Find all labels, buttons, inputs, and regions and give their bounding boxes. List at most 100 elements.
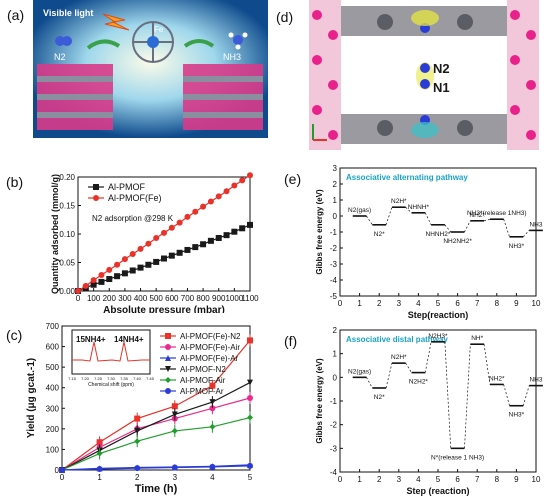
panel-label: (f) xyxy=(284,333,297,349)
state-label: NH3*(release 1NH3) xyxy=(467,210,527,217)
y-tick-label: 0.15 xyxy=(59,202,75,211)
legend-label: Al-PMOF-N2 xyxy=(180,365,226,374)
x-tick-label: 10 xyxy=(532,299,541,308)
data-point xyxy=(176,219,183,226)
data-point xyxy=(96,465,103,472)
energy-connector xyxy=(483,218,491,222)
chart-c: (c) 0 1 2 3 4 5 0 100 200 300 400 500 600 700 Time (h) Y… xyxy=(6,322,253,495)
x-tick-label: 4 xyxy=(416,475,421,484)
data-point xyxy=(121,256,128,263)
data-point xyxy=(137,245,144,252)
state-label: N2* xyxy=(374,394,385,401)
energy-connector xyxy=(385,363,393,389)
data-point xyxy=(90,277,97,284)
x-tick-label: 5 xyxy=(248,473,253,482)
data-point xyxy=(192,208,199,215)
y-tick-label: -4 xyxy=(330,468,338,477)
data-point xyxy=(134,465,141,472)
y-tick-label: -4 xyxy=(330,276,338,285)
data-point xyxy=(209,423,216,430)
x-tick-label: 2 xyxy=(377,299,382,308)
x-tick-label: 1000 xyxy=(225,294,243,303)
data-point xyxy=(171,403,178,410)
energy-connector xyxy=(503,219,510,237)
y-tick-label: 1 xyxy=(333,350,338,359)
series-line-al-pmof-n2 xyxy=(61,382,251,471)
legend-label: Al-PMOF(Fe)-Air xyxy=(180,343,240,352)
data-point xyxy=(161,255,167,262)
framework-right-column xyxy=(507,0,539,150)
data-point xyxy=(75,288,81,294)
data-point xyxy=(247,337,253,344)
y-tick-label: 0 xyxy=(333,373,338,382)
data-point xyxy=(247,395,253,401)
y-axis-label: Gibbs free energy (eV) xyxy=(315,189,324,275)
state-label: N2H* xyxy=(391,198,407,205)
legend-marker xyxy=(93,195,99,201)
state-label: NH3 xyxy=(529,377,542,384)
data-point xyxy=(209,463,216,470)
energy-connector xyxy=(444,341,452,449)
state-label: NH3* xyxy=(509,243,525,250)
inset-tick-label: 7.35 xyxy=(120,376,129,381)
arrow-out-icon xyxy=(183,39,215,48)
x-tick-label: 7 xyxy=(475,475,480,484)
energy-connector xyxy=(483,344,491,385)
y-tick-label: 600 xyxy=(46,343,60,352)
y-tick-label: 0 xyxy=(55,466,60,475)
inset-tick-label: 7.45 xyxy=(146,376,155,381)
n2-label: N2 xyxy=(54,52,66,62)
data-point xyxy=(247,414,253,421)
visible-light-label: Visible light xyxy=(43,8,93,18)
y-tick-label: 0.05 xyxy=(59,259,75,268)
legend-label: Al-PMOF-Air xyxy=(180,376,226,385)
y-axis-label: Quantity adsorbed (mmol/g) xyxy=(50,174,60,294)
data-point xyxy=(171,464,178,471)
x-tick-label: 1 xyxy=(357,475,362,484)
data-point xyxy=(96,450,103,457)
data-point xyxy=(209,405,216,412)
data-point xyxy=(153,234,160,241)
legend-label: Al-PMOF(Fe)-N2 xyxy=(180,332,241,341)
x-tick-label: 7 xyxy=(475,299,480,308)
data-point xyxy=(200,203,207,210)
data-point xyxy=(231,182,238,189)
energy-connector xyxy=(522,385,530,406)
data-point xyxy=(134,415,141,422)
x-tick-label: 700 xyxy=(181,294,195,303)
state-label: NH* xyxy=(471,335,483,342)
axis-triad-icon xyxy=(312,124,327,141)
state-label: NH2* xyxy=(489,375,505,382)
data-point xyxy=(223,188,230,195)
data-point xyxy=(114,261,121,268)
x-axis-label: Time (h) xyxy=(135,483,178,495)
inset-label-14nh4: 14NH4+ xyxy=(114,335,144,344)
energy-connector xyxy=(366,377,373,389)
data-point xyxy=(231,228,238,235)
x-tick-label: 0 xyxy=(338,475,343,484)
porphyrin-top xyxy=(341,6,507,36)
state-label: N2(gas) xyxy=(348,368,371,375)
y-tick-label: 1 xyxy=(333,196,338,205)
y-axis-label: Gibbs free energy (eV) xyxy=(315,358,324,444)
series-line-al-pmof-fe-n2 xyxy=(61,340,251,471)
x-tick-label: 3 xyxy=(173,473,178,482)
data-point xyxy=(207,198,214,205)
inset-tick-label: 7.20 xyxy=(81,376,90,381)
data-point xyxy=(137,264,144,271)
x-tick-label: 5 xyxy=(436,475,441,484)
legend-label: Al-PMOF(Fe)-Ar xyxy=(180,354,239,363)
data-point xyxy=(106,266,113,273)
pathway-title: Associative distal pathway xyxy=(346,335,448,344)
legend-marker xyxy=(165,366,171,372)
data-point xyxy=(121,270,128,277)
panel-c-label: (c) xyxy=(6,327,22,343)
y-tick-label: -2 xyxy=(330,244,338,253)
state-label: NH2NH2* xyxy=(443,238,472,245)
data-point xyxy=(192,244,199,251)
panel-d-illustration: N2 N1 xyxy=(305,0,543,150)
x-axis-label: Absolute pressure (mbar) xyxy=(103,305,225,313)
x-tick-label: 900 xyxy=(212,294,226,303)
energy-connector xyxy=(385,207,393,225)
x-tick-label: 400 xyxy=(134,294,148,303)
